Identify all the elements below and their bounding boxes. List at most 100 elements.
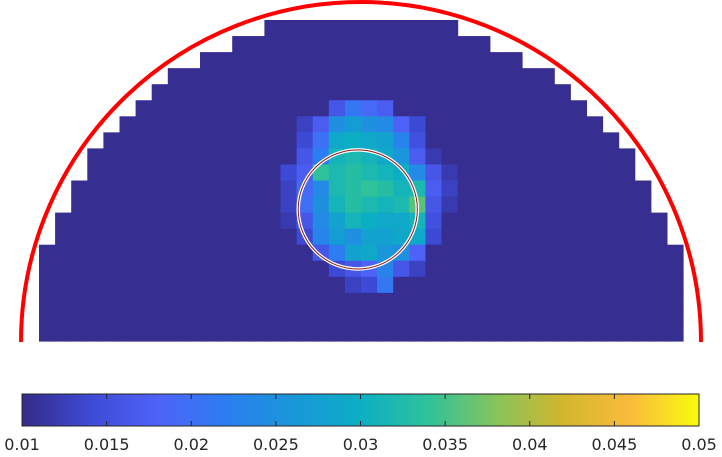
heatmap-cell [200, 68, 217, 85]
heatmap-cell [87, 148, 104, 166]
heatmap-cell [666, 324, 684, 342]
heatmap-cell [216, 228, 233, 246]
heatmap-cell [538, 212, 555, 230]
heatmap-cell [473, 292, 491, 310]
heatmap-cell [522, 244, 539, 262]
heatmap-cell [522, 84, 539, 101]
heatmap-cell [119, 132, 137, 149]
heatmap-cell [183, 308, 201, 326]
heatmap-cell [328, 84, 346, 101]
heatmap-cell [457, 164, 475, 182]
heatmap-cell [264, 20, 282, 37]
heatmap-cell [119, 196, 137, 214]
heatmap-cell [538, 164, 555, 182]
heatmap-cell [425, 116, 443, 133]
heatmap-cell [489, 196, 507, 214]
heatmap-cell [103, 244, 121, 262]
heatmap-cell [602, 196, 620, 214]
heatmap-cell [71, 228, 88, 246]
heatmap-cell [296, 196, 314, 214]
heatmap-cell [522, 148, 539, 166]
heatmap-cell [409, 308, 426, 326]
heatmap-cell [135, 132, 153, 149]
heatmap-cell [505, 180, 523, 198]
heatmap-cell [312, 276, 330, 294]
heatmap-cell [489, 260, 507, 278]
heatmap-cell [457, 308, 475, 326]
heatmap-cell [151, 228, 169, 246]
heatmap-cell [393, 212, 410, 230]
heatmap-cell [183, 212, 201, 230]
heatmap-cell [296, 116, 314, 133]
heatmap-cell [457, 212, 475, 230]
heatmap-cell [457, 116, 475, 133]
heatmap-cell [409, 68, 426, 85]
heatmap-cell [361, 20, 378, 37]
heatmap-cell [505, 276, 523, 294]
heatmap-cell [183, 292, 201, 310]
heatmap-cell [505, 68, 523, 85]
heatmap-cell [216, 292, 233, 310]
heatmap-cell [377, 324, 394, 342]
heatmap-cell [441, 36, 459, 53]
heatmap-cell [167, 212, 185, 230]
heatmap-cell [248, 68, 265, 85]
heatmap-cell [135, 196, 153, 214]
heatmap-cell [505, 84, 523, 101]
heatmap-cell [248, 308, 265, 326]
heatmap-cell [280, 228, 298, 246]
heatmap-cell [522, 100, 539, 117]
heatmap-cell [538, 244, 555, 262]
heatmap-cell [167, 164, 185, 182]
heatmap-cell [312, 260, 330, 278]
heatmap-cell [634, 196, 652, 214]
colorbar-frame [21, 393, 700, 427]
heatmap-cell [473, 52, 491, 69]
heatmap-cell [135, 180, 153, 198]
heatmap-cell [264, 84, 282, 101]
heatmap-cell [538, 132, 555, 149]
heatmap-cell [489, 68, 507, 85]
heatmap-cell [377, 20, 394, 37]
heatmap-cell [103, 260, 121, 278]
colorbar-tick-label: 0.04 [512, 435, 548, 454]
heatmap-cell [39, 292, 56, 310]
heatmap-cell [103, 276, 121, 294]
heatmap-cell [312, 132, 330, 149]
heatmap-cell [216, 148, 233, 166]
heatmap-cell [248, 260, 265, 278]
heatmap-cell [361, 100, 378, 117]
heatmap-cell [425, 324, 443, 342]
heatmap-cell [39, 308, 56, 326]
heatmap-cell [473, 180, 491, 198]
heatmap-cell [602, 228, 620, 246]
heatmap-cell [409, 20, 426, 37]
heatmap-cell [361, 324, 378, 342]
heatmap-cell [248, 324, 265, 342]
heatmap-cell [393, 68, 410, 85]
heatmap-cell [457, 276, 475, 294]
heatmap-cell [602, 324, 620, 342]
heatmap-cell [489, 116, 507, 133]
heatmap-cell [522, 228, 539, 246]
heatmap-cell [457, 68, 475, 85]
heatmap-cell [344, 148, 362, 166]
heatmap-cell [232, 260, 249, 278]
heatmap-cell [216, 212, 233, 230]
heatmap-cell [522, 180, 539, 198]
heatmap-cell [666, 308, 684, 326]
heatmap-cell [441, 196, 459, 214]
heatmap-cell [280, 68, 298, 85]
heatmap-cell [248, 276, 265, 294]
heatmap-cell [457, 132, 475, 149]
heatmap-cell [586, 148, 604, 166]
heatmap-cell [280, 164, 298, 182]
heatmap-cell [650, 260, 668, 278]
heatmap-cell [570, 308, 587, 326]
heatmap-cell [457, 196, 475, 214]
heatmap-cell [505, 324, 523, 342]
heatmap-cell [473, 100, 491, 117]
heatmap-cell [328, 196, 346, 214]
heatmap-cell [409, 84, 426, 101]
